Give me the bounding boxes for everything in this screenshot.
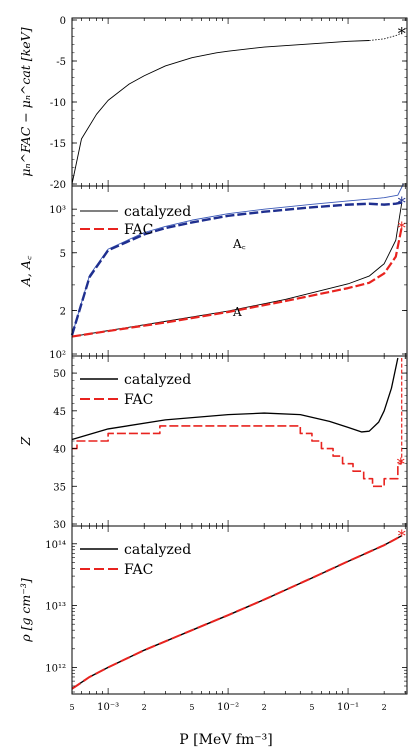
frames-layer [71, 17, 408, 695]
labels-layer: μₙ^FAC − μₙ^cat [keV] A, A꜀ Zρ [g cm⁻³] 10⁻… [18, 27, 387, 713]
series-line-p2-3 [71, 183, 404, 336]
y-tick-label-p2: 5 [60, 249, 66, 260]
legend-panel-2: catalyzed FAC [80, 204, 191, 238]
series-layer: * * * * * [70, 24, 406, 690]
y-tick-label-p3: 50 [53, 369, 66, 380]
marker-star-p4-1: * [398, 527, 406, 546]
legend-panel-3: catalyzed FAC [80, 372, 191, 408]
series-line-p2-2 [71, 227, 403, 338]
panel-frame-2 [71, 185, 408, 357]
marker-star-p1-1: * [398, 24, 406, 43]
x-minor-tick-label: 5 [189, 703, 194, 712]
x-tick-label: 10⁻¹ [337, 702, 359, 713]
y-tick-label-p4: 10¹⁴ [45, 540, 66, 551]
legend-label-fac: FAC [124, 222, 153, 238]
x-minor-tick-label: 2 [142, 703, 147, 712]
y-tick-label-p2: 2 [60, 306, 66, 317]
y-tick-label-p3: 45 [53, 407, 66, 418]
y-tick-label-p2: 10² [49, 350, 66, 361]
series-line-p1-1 [71, 40, 370, 185]
x-minor-tick-label: 5 [309, 703, 314, 712]
legend-label-catalyzed: catalyzed [124, 542, 191, 558]
panel-frame-3 [71, 355, 408, 527]
y-tick-label-p1: 0 [60, 16, 66, 27]
series-line-p3-1 [71, 357, 399, 441]
legend-panel-4: catalyzed FAC [80, 542, 191, 578]
x-tick-label: 10⁻³ [97, 702, 119, 713]
series-line-p2-4 [70, 201, 402, 336]
legend-label-catalyzed: catalyzed [124, 204, 191, 220]
legend-label-fac: FAC [124, 392, 153, 408]
y-axis-label-1: μₙ^FAC − μₙ^cat [keV] [18, 27, 33, 176]
y-tick-label-p1: -10 [50, 98, 66, 109]
marker-star-p2-2: * [398, 218, 406, 237]
ticks-layer: 0 -5 -10 -15 -20 10² 2 5 10³ 30 35 40 45 50 10¹² 10¹³ 10… [45, 16, 407, 694]
y-tick-label-p3: 40 [53, 445, 66, 456]
y-tick-label-p1: -20 [50, 180, 66, 191]
x-minor-tick-label: 5 [69, 703, 74, 712]
y-tick-label-p1: -5 [56, 57, 66, 68]
annotation-a: A [232, 305, 242, 319]
x-minor-tick-label: 2 [262, 703, 267, 712]
y-axis-label-4: ρ [g cm⁻³] [18, 578, 33, 643]
marker-star-p2-1: * [398, 194, 406, 213]
x-minor-tick-label: 2 [382, 703, 387, 712]
y-axis-label-2: A, A꜀ [18, 255, 33, 287]
panel-frame-4 [71, 525, 408, 695]
y-axis-label-3: Z [18, 436, 33, 446]
series-line-p1-2 [369, 32, 402, 41]
y-tick-label-p4: 10¹² [45, 663, 66, 674]
y-tick-label-p2: 10³ [49, 205, 66, 216]
y-tick-label-p3: 35 [53, 482, 66, 493]
legend-label-catalyzed: catalyzed [124, 372, 191, 388]
panel-frame-1 [71, 17, 408, 187]
legend-label-fac: FAC [124, 562, 153, 578]
x-tick-label: 10⁻² [217, 702, 239, 713]
y-tick-label-p4: 10¹³ [45, 602, 66, 613]
y-tick-label-p1: -15 [50, 139, 66, 150]
series-line-p4-2 [71, 534, 403, 690]
marker-star-p3-1: * [397, 455, 405, 474]
annotation-ac: A꜀ [232, 237, 246, 251]
x-axis-label: P [MeV fm⁻³] [179, 732, 272, 748]
series-line-p3-2 [72, 425, 402, 488]
y-tick-label-p3: 30 [53, 520, 66, 531]
